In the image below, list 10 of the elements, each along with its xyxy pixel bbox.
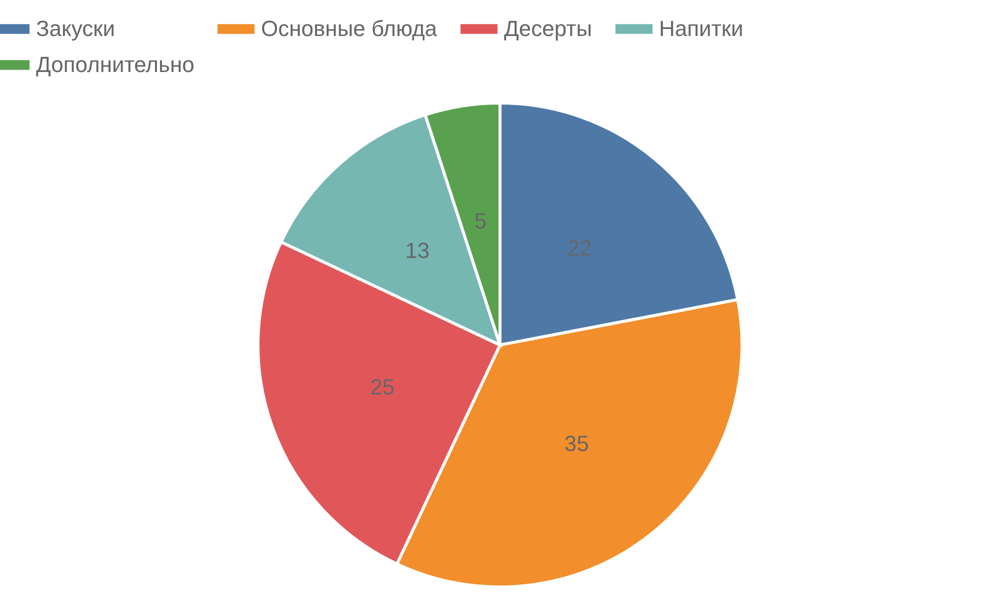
legend-label: Основные блюда: [261, 16, 438, 41]
data-label: 22: [567, 236, 592, 261]
legend-label: Дополнительно: [36, 52, 194, 77]
legend-label: Напитки: [659, 16, 744, 41]
data-label: 13: [405, 238, 430, 264]
legend-label: Закуски: [36, 16, 116, 41]
legend-label: Десерты: [504, 16, 592, 41]
data-label: 5: [474, 208, 487, 234]
data-label: 35: [564, 430, 589, 456]
data-label: 25: [370, 374, 395, 400]
